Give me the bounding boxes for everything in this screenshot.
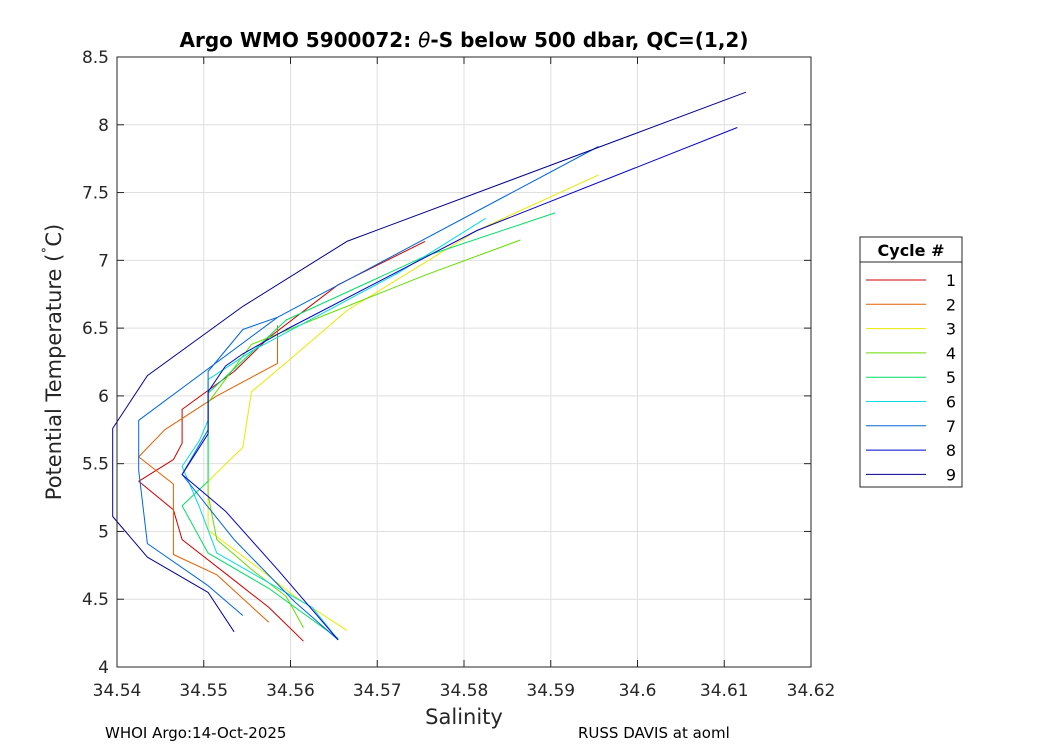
series-line-8 bbox=[181, 127, 738, 641]
y-tick-label: 7.5 bbox=[82, 184, 109, 204]
y-tick-label: 8.5 bbox=[82, 48, 109, 68]
legend-box bbox=[859, 261, 963, 488]
y-tick-label: 5.5 bbox=[82, 455, 109, 475]
x-tick-label: 34.57 bbox=[353, 681, 402, 701]
legend-label-8: 8 bbox=[946, 441, 956, 460]
y-tick-label: 6.5 bbox=[82, 319, 109, 339]
series-line-6 bbox=[181, 217, 486, 641]
x-tick-label: 34.56 bbox=[266, 681, 315, 701]
x-axis-label: Salinity bbox=[425, 705, 503, 729]
legend-label-6: 6 bbox=[946, 393, 956, 412]
y-tick-label: 4 bbox=[98, 658, 109, 678]
chart-title-theta: θ bbox=[418, 28, 430, 52]
legend-title-box bbox=[859, 236, 963, 263]
y-axis-label-suffix: C) bbox=[42, 224, 66, 247]
x-tick-label: 34.62 bbox=[787, 681, 836, 701]
x-tick-label: 34.55 bbox=[179, 681, 228, 701]
x-tick-label: 34.54 bbox=[93, 681, 142, 701]
legend-entries: 1 2 3 4 5 6 7 8 9 bbox=[866, 271, 956, 484]
series-line-5 bbox=[181, 212, 556, 639]
axis-ticks: 34.54 34.55 34.56 34.57 34.58 34.59 34.6 34.61 3… bbox=[82, 48, 835, 701]
series-line-9 bbox=[112, 91, 747, 633]
y-tick-label: 6 bbox=[98, 387, 109, 407]
legend-label-9: 9 bbox=[946, 465, 956, 484]
x-tick-label: 34.58 bbox=[440, 681, 489, 701]
y-tick-label: 8 bbox=[98, 116, 109, 136]
legend-label-5: 5 bbox=[946, 368, 956, 387]
y-axis-label-degree: ˚ bbox=[41, 247, 58, 254]
chart-title-suffix: -S below 500 dbar, QC=(1,2) bbox=[430, 28, 748, 52]
y-tick-label: 4.5 bbox=[82, 590, 109, 610]
chart-title-prefix: Argo WMO 5900072: bbox=[180, 28, 419, 52]
y-tick-label: 5 bbox=[98, 522, 109, 542]
legend-label-3: 3 bbox=[946, 320, 956, 339]
chart-title: Argo WMO 5900072: θ-S below 500 dbar, QC… bbox=[180, 28, 749, 52]
x-tick-label: 34.59 bbox=[526, 681, 575, 701]
y-tick-label: 7 bbox=[98, 251, 109, 271]
x-tick-label: 34.61 bbox=[700, 681, 749, 701]
legend-label-7: 7 bbox=[946, 417, 956, 436]
legend-label-4: 4 bbox=[946, 344, 956, 363]
legend-label-2: 2 bbox=[946, 295, 956, 314]
footer-left: WHOI Argo:14-Oct-2025 bbox=[105, 724, 287, 742]
y-axis-label-prefix: Potential Temperature ( bbox=[42, 254, 66, 501]
y-axis-label: Potential Temperature (˚C) bbox=[41, 224, 66, 500]
legend-title: Cycle # bbox=[878, 241, 945, 260]
legend-label-1: 1 bbox=[946, 271, 956, 290]
series-line-7-deep bbox=[138, 316, 278, 616]
series-lines bbox=[112, 91, 747, 642]
x-tick-label: 34.6 bbox=[619, 681, 657, 701]
legend: Cycle # 1 2 3 4 5 6 7 8 9 bbox=[859, 236, 963, 488]
footer-right: RUSS DAVIS at aoml bbox=[578, 724, 730, 742]
grid bbox=[117, 57, 811, 667]
